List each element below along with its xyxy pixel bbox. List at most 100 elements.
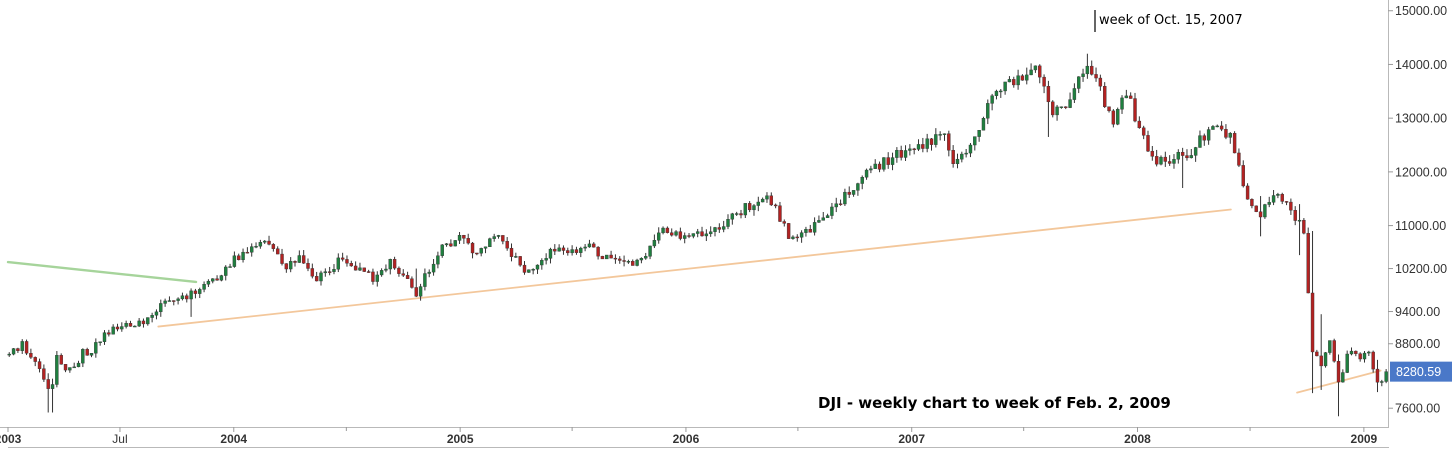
candle-down [185,295,189,300]
support-trendline [157,208,1232,328]
candle-down [670,232,674,236]
candle-down [107,332,111,335]
candle-up [765,195,769,200]
candle-down [1146,135,1150,152]
candle-up [1206,129,1211,141]
candle-up [332,269,336,272]
candle-up [388,259,392,270]
candle-up [1189,155,1193,159]
candle-down [1250,199,1254,207]
candle-up [812,222,817,233]
candle-up [228,266,232,268]
candle-up [206,280,211,285]
y-tick-label: 11000.00 [1395,219,1446,233]
y-tick-label: 14000.00 [1395,58,1447,72]
candle-down [1094,74,1098,79]
candle-up [375,274,379,282]
candle-up [323,271,328,274]
candle-down [592,243,596,248]
x-tick-label: 2005 [447,432,474,446]
candle-down [410,278,414,288]
candle-up [254,245,258,248]
x-tick-label: 2007 [898,432,925,446]
candle-up [440,244,444,256]
candle-down [59,355,63,365]
candle-up [76,362,81,368]
last-price-value: 8280.59 [1396,365,1441,379]
candle-up [986,103,990,119]
candle-down [371,271,375,282]
candle-down [128,323,133,327]
candle-down [795,236,799,239]
candle-up [202,284,206,290]
candle-up [198,289,202,294]
candle-down [1254,205,1258,212]
candle-down [782,221,786,224]
candle-up [1193,147,1198,156]
candle-down [271,244,276,249]
candle-up [994,90,999,96]
candle-up [713,227,717,232]
candle-down [85,349,89,356]
candle-up [1003,81,1007,92]
x-tick-label: 2003 [0,432,22,446]
candle-down [141,320,146,325]
candle-down [769,195,773,206]
candle-up [211,278,215,282]
candle-up [834,203,838,208]
candle-up [453,240,457,247]
candle-up [557,247,561,252]
candle-up [1276,193,1280,196]
candle-down [1332,340,1336,362]
candle-down [553,248,557,252]
candle-down [349,263,353,267]
candle-up [752,205,756,211]
candle-down [340,257,345,260]
candle-up [492,236,496,239]
candle-down [301,255,306,264]
candle-up [1029,69,1033,76]
candle-up [548,248,553,259]
candle-up [418,286,423,297]
candle-up [288,261,293,270]
candle-down [1224,129,1228,138]
candle-down [1150,150,1155,157]
candle-down [397,267,401,274]
candle-up [150,315,154,318]
candle-up [180,295,185,300]
candle-down [1358,353,1362,360]
candle-down [1107,106,1111,112]
candle-down [1258,211,1263,218]
candle-down [1154,156,1159,165]
candle-up [799,232,804,238]
candle-down [1241,165,1245,187]
candle-up [167,300,172,302]
candle-down [947,133,951,151]
x-axis: 2003 Jul 2004 2005 2006 2007 2008 2009 [0,427,1378,446]
chart-title: DJI - weekly chart to week of Feb. 2, 20… [818,394,1171,412]
candle-up [146,317,150,325]
candle-up [379,270,384,276]
candle-up [908,148,912,151]
candle-down [172,300,176,302]
candle-up [535,264,540,270]
y-tick-label: 15000.00 [1395,4,1447,18]
candle-down [115,326,120,330]
candle-down [622,260,626,262]
candle-up [219,275,224,281]
candle-down [1310,292,1315,353]
candle-down [609,254,613,259]
candle-up [661,227,665,234]
candle-up [258,242,263,247]
candle-up [587,243,592,248]
candle-down [1046,86,1051,103]
candle-up [1033,65,1038,71]
candle-down [1202,135,1206,141]
candle-up [1081,73,1085,77]
candle-down [284,263,289,270]
candle-down [280,253,284,264]
candle-up [1263,204,1267,218]
candle-down [1090,65,1094,75]
candle-down [29,353,33,358]
candle-up [938,134,942,136]
